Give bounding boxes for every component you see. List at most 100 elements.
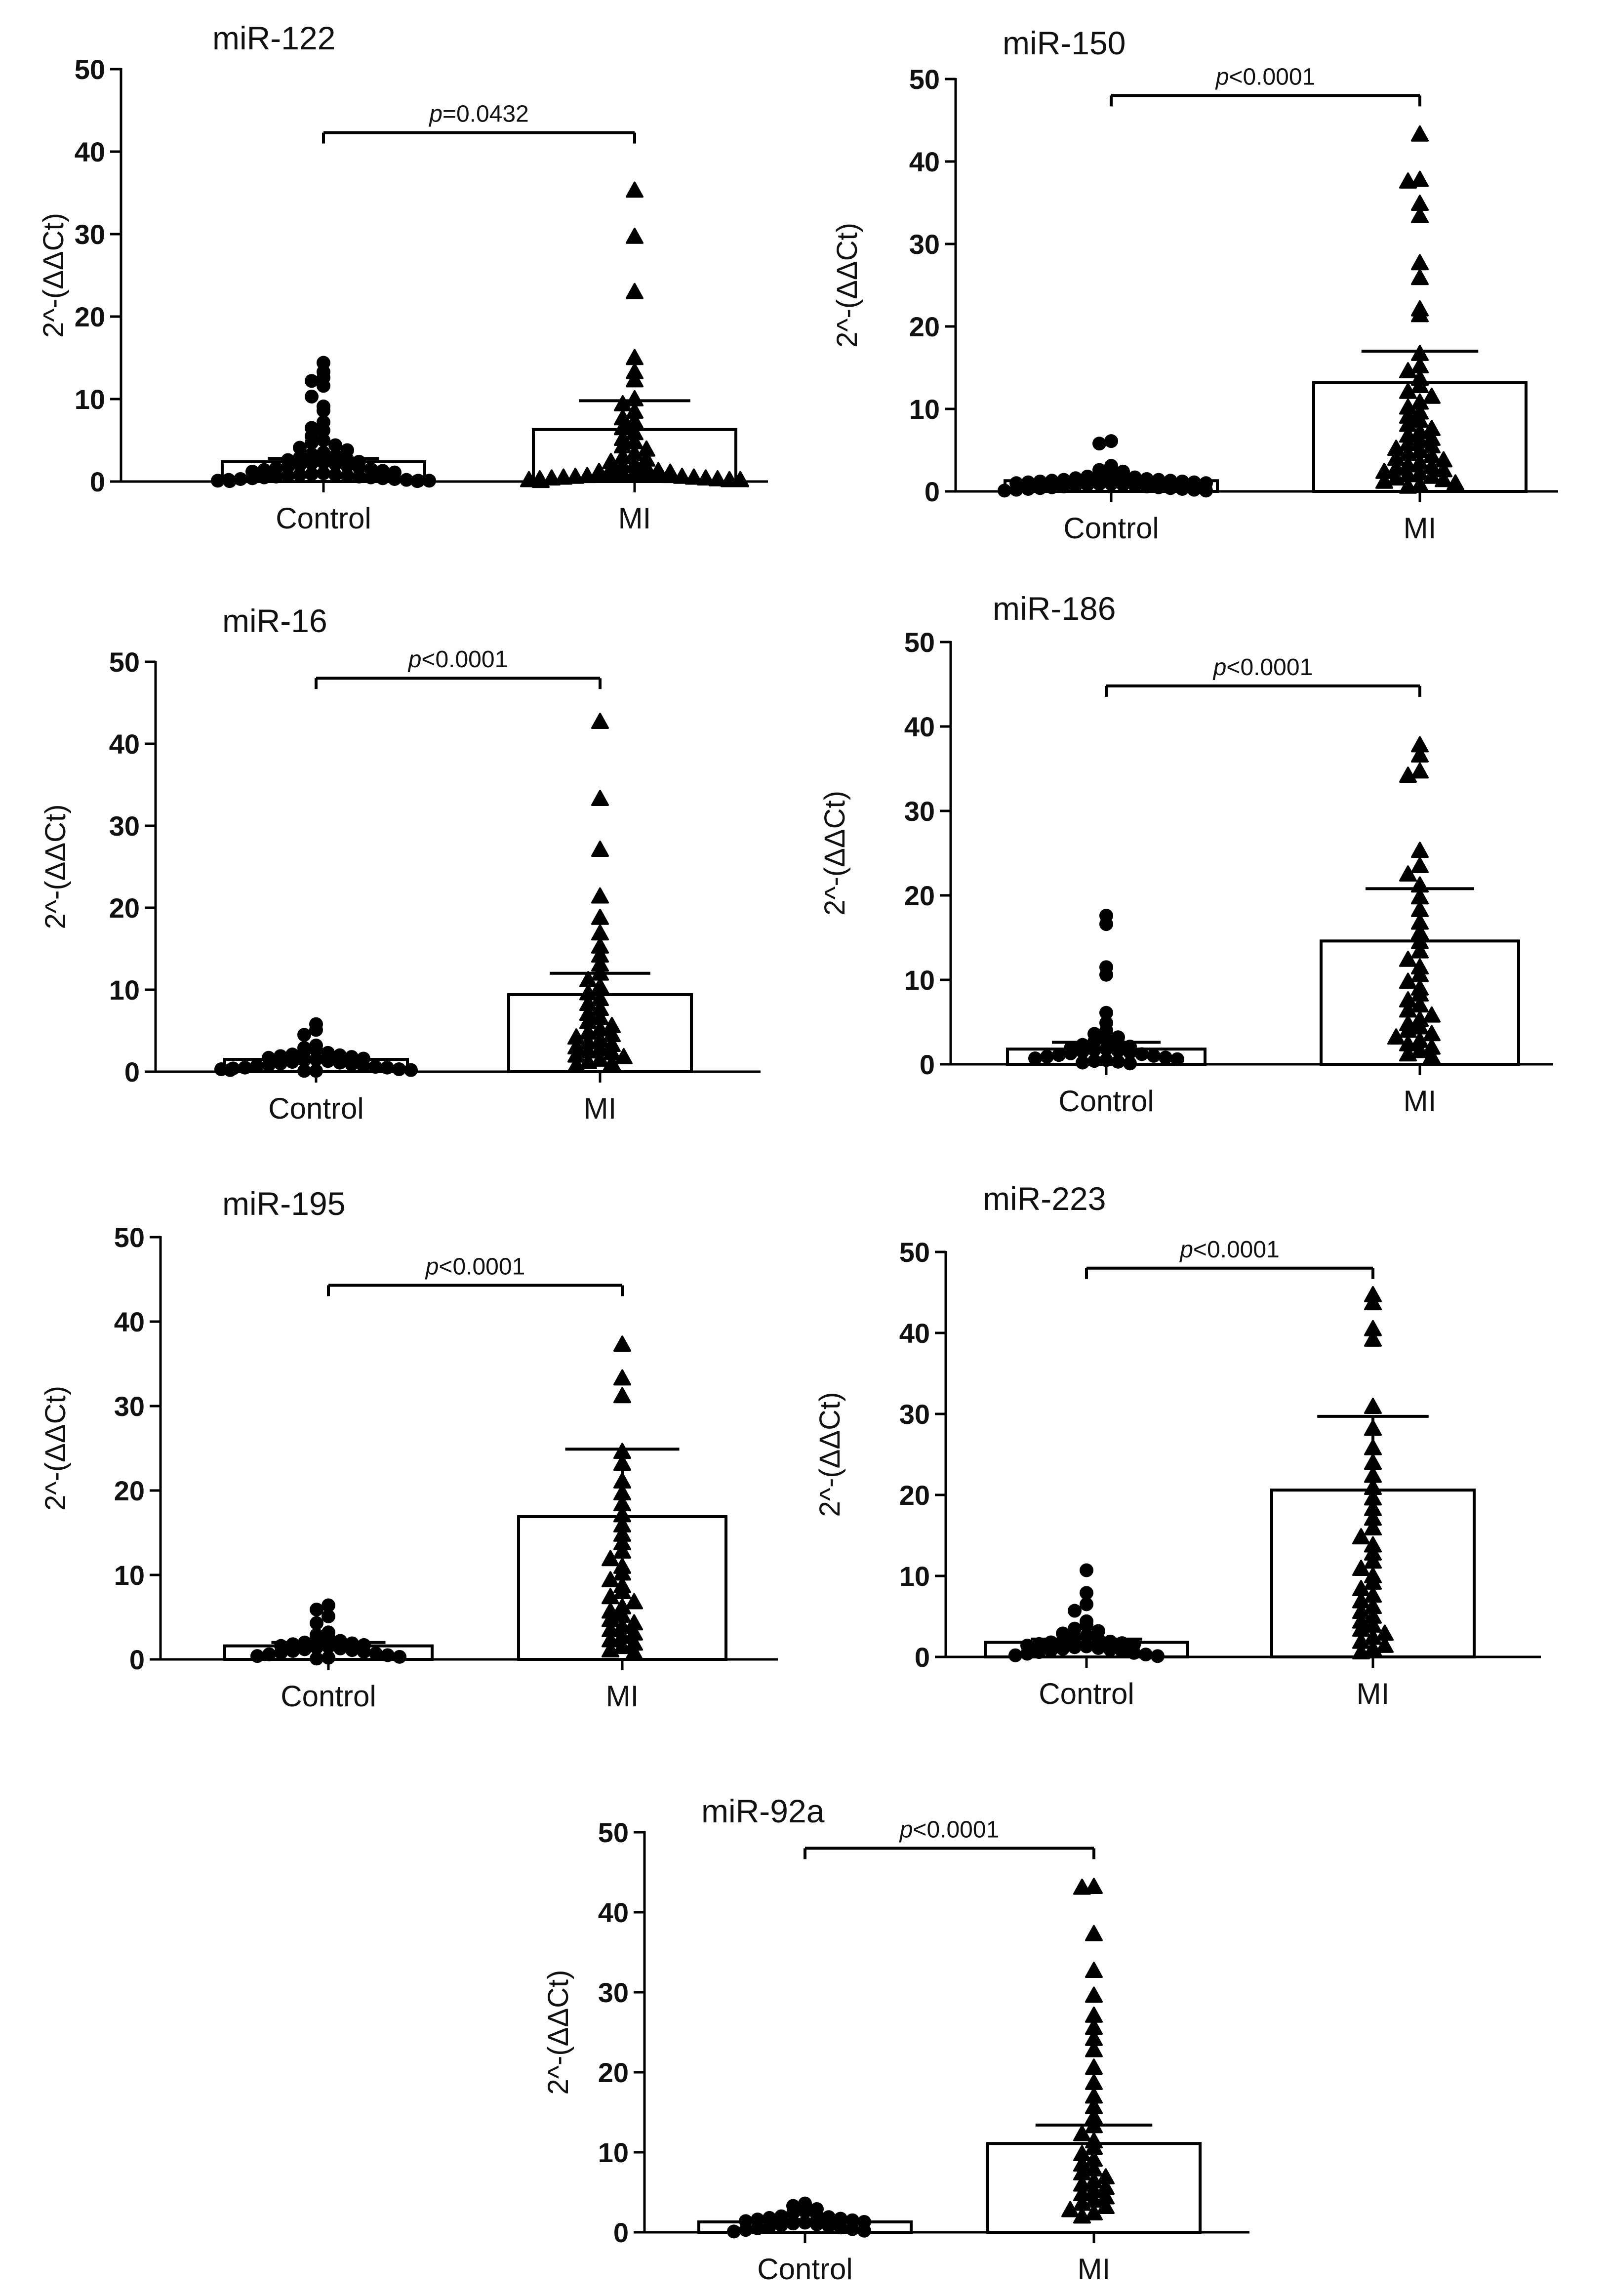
panel-mir-223: miR-223 0 10 20 30 40 50 2^-(ΔΔCt) Control MI p<0.… bbox=[814, 1180, 1541, 1710]
plot-title: miR-122 bbox=[212, 20, 335, 56]
data-point bbox=[322, 1640, 335, 1654]
data-point bbox=[297, 1028, 311, 1042]
data-point bbox=[626, 181, 644, 198]
data-point bbox=[223, 1063, 237, 1077]
data-point bbox=[1411, 476, 1429, 492]
y-tick-label: 20 bbox=[114, 1475, 145, 1506]
data-point bbox=[369, 1647, 383, 1661]
data-point bbox=[1447, 474, 1464, 491]
data-point bbox=[1399, 972, 1417, 989]
data-point bbox=[1103, 1643, 1117, 1657]
data-point bbox=[709, 470, 726, 486]
data-point bbox=[786, 2206, 800, 2220]
data-point bbox=[1411, 857, 1429, 873]
data-point bbox=[1099, 917, 1113, 931]
data-point bbox=[1068, 1604, 1082, 1618]
x-tick-label: Control bbox=[1063, 512, 1159, 545]
data-point bbox=[591, 924, 609, 941]
y-tick-label: 0 bbox=[915, 1642, 930, 1673]
data-point bbox=[211, 474, 225, 488]
x-tick-label: MI bbox=[1078, 2253, 1111, 2286]
data-point bbox=[567, 1056, 585, 1073]
y-tick-label: 50 bbox=[899, 1237, 930, 1268]
data-point bbox=[305, 374, 319, 388]
y-tick-label: 20 bbox=[109, 892, 140, 924]
y-tick-label: 40 bbox=[75, 136, 105, 167]
data-point bbox=[1423, 1047, 1441, 1064]
y-tick-label: 30 bbox=[114, 1391, 145, 1422]
data-point bbox=[1111, 1044, 1125, 1058]
y-tick-label: 30 bbox=[598, 1977, 629, 2008]
data-point bbox=[1080, 1563, 1093, 1577]
data-point bbox=[1399, 950, 1417, 967]
y-tick-label: 30 bbox=[909, 229, 940, 260]
data-point bbox=[410, 474, 424, 488]
y-axis-label: 2^-(ΔΔCt) bbox=[38, 213, 70, 338]
panel-mir-195: miR-195 0 10 20 30 40 50 2^-(ΔΔCt) Control MI p<0.… bbox=[40, 1185, 778, 1713]
data-point bbox=[364, 470, 378, 484]
x-tick-label: MI bbox=[618, 502, 651, 535]
data-point bbox=[591, 841, 609, 857]
y-tick-label: 30 bbox=[75, 219, 105, 250]
data-point bbox=[739, 2223, 753, 2237]
data-point bbox=[309, 1052, 323, 1067]
data-point bbox=[262, 1647, 276, 1661]
y-tick-label: 10 bbox=[909, 394, 940, 425]
data-point bbox=[1080, 1618, 1093, 1633]
data-point bbox=[822, 2219, 836, 2233]
data-point bbox=[543, 469, 561, 486]
y-tick-label: 50 bbox=[109, 646, 140, 678]
data-point bbox=[322, 1598, 335, 1612]
data-point bbox=[1352, 1643, 1370, 1659]
p-value-label: p<0.0001 bbox=[407, 646, 508, 673]
data-point bbox=[317, 423, 330, 438]
data-point bbox=[1399, 477, 1417, 494]
data-point bbox=[1099, 1042, 1113, 1056]
x-tick-label: Control bbox=[276, 502, 371, 535]
data-point bbox=[1411, 842, 1429, 858]
data-point bbox=[368, 1060, 382, 1074]
y-tick-label: 40 bbox=[909, 146, 940, 177]
data-point bbox=[1139, 1648, 1153, 1662]
data-point bbox=[1033, 481, 1047, 495]
data-point bbox=[602, 465, 620, 482]
data-point bbox=[1399, 1045, 1417, 1062]
y-tick-label: 50 bbox=[598, 1817, 629, 1848]
data-point bbox=[625, 1593, 643, 1610]
data-point bbox=[1099, 1053, 1113, 1067]
plot-title: miR-195 bbox=[222, 1185, 345, 1222]
data-point bbox=[602, 1571, 619, 1588]
data-point bbox=[1087, 1054, 1101, 1068]
data-point bbox=[1009, 483, 1023, 497]
y-tick-label: 40 bbox=[114, 1306, 145, 1337]
data-point bbox=[1375, 472, 1393, 489]
data-point bbox=[603, 1054, 621, 1071]
data-point bbox=[223, 474, 237, 488]
data-point bbox=[305, 456, 319, 471]
data-point bbox=[1097, 2198, 1115, 2214]
p-value-label: p<0.0001 bbox=[1215, 64, 1316, 90]
data-point bbox=[1387, 1028, 1405, 1045]
data-point bbox=[1045, 480, 1059, 494]
x-tick-label: MI bbox=[1357, 1677, 1390, 1710]
data-point bbox=[590, 466, 608, 483]
data-point bbox=[1104, 434, 1118, 448]
data-point bbox=[1411, 942, 1429, 959]
data-point bbox=[317, 379, 330, 393]
data-point bbox=[1092, 477, 1106, 491]
data-point bbox=[1175, 482, 1189, 496]
data-point bbox=[1076, 1045, 1089, 1059]
data-point bbox=[274, 1646, 288, 1660]
data-point bbox=[685, 468, 703, 485]
data-point bbox=[1061, 2201, 1079, 2217]
data-point bbox=[1081, 478, 1094, 492]
panel-mir-92a: miR-92a 0 10 20 30 40 50 2^-(ΔΔCt) Control MI p<0.… bbox=[542, 1793, 1249, 2286]
data-point bbox=[727, 2224, 741, 2239]
data-point bbox=[393, 1650, 406, 1664]
data-point bbox=[613, 1369, 631, 1386]
x-tick-label: Control bbox=[1039, 1677, 1134, 1710]
data-point bbox=[1099, 1006, 1113, 1020]
data-point bbox=[1411, 254, 1429, 271]
data-point bbox=[834, 2220, 847, 2235]
